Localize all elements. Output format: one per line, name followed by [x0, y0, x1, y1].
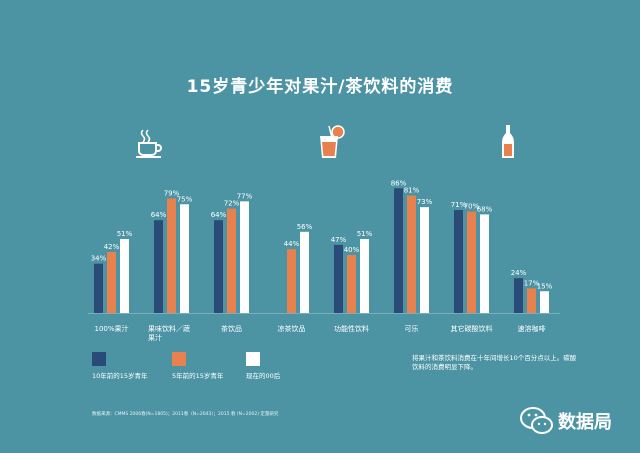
legend-swatch — [246, 352, 260, 366]
category-label: 茶饮品 — [221, 324, 242, 333]
coffee-cup-icon — [136, 129, 162, 158]
data-label: 40% — [344, 246, 360, 254]
bar — [334, 244, 343, 313]
data-label: 75% — [177, 195, 193, 203]
data-label: 56% — [297, 223, 313, 231]
bar — [480, 214, 489, 313]
bar — [300, 231, 309, 313]
data-label: 51% — [117, 230, 133, 238]
data-label: 15% — [537, 282, 553, 290]
wechat-icon — [520, 407, 553, 434]
soda-bottle-icon — [502, 125, 514, 158]
bar — [214, 220, 223, 313]
bar — [394, 188, 403, 313]
data-label: 70% — [464, 203, 480, 211]
legend-swatch — [92, 352, 106, 366]
bar — [540, 291, 549, 313]
bar — [94, 263, 103, 313]
category-label: 100%果汁 — [94, 324, 128, 333]
data-label: 81% — [404, 187, 420, 195]
bar — [240, 201, 249, 313]
juice-glass-icon — [320, 125, 345, 158]
category-label: 其它碳酸饮料 — [451, 324, 493, 333]
legend-label: 5年前的15岁青年 — [172, 372, 224, 380]
data-label: 51% — [357, 230, 373, 238]
data-label: 72% — [224, 200, 240, 208]
category-label: 功能性饮料 — [334, 324, 369, 333]
category-label: 果味饮料／蔬果汁 — [148, 324, 190, 342]
data-source: 数据来源：CMMS 2006春(N=1805)；2011春（N=2043）；20… — [92, 412, 279, 417]
bar — [120, 239, 129, 313]
data-label: 24% — [511, 269, 527, 277]
bar — [527, 288, 536, 313]
bar — [180, 204, 189, 313]
category-label: 凉茶饮品 — [278, 324, 306, 333]
bar — [167, 198, 176, 313]
bar — [154, 220, 163, 313]
data-label: 68% — [477, 205, 493, 213]
bar — [360, 239, 369, 313]
data-label: 47% — [331, 236, 347, 244]
data-label: 86% — [391, 179, 407, 187]
bar — [454, 210, 463, 313]
data-label: 34% — [91, 255, 107, 263]
data-label: 42% — [104, 243, 120, 251]
data-label: 77% — [237, 192, 253, 200]
chart-title: 15岁青少年对果汁/茶饮料的消费 — [186, 77, 454, 97]
category-label: 可乐 — [405, 324, 419, 333]
data-label: 64% — [151, 211, 167, 219]
bar — [227, 208, 236, 313]
legend-label: 现在的00后 — [246, 372, 281, 380]
bar — [107, 252, 116, 313]
category-label: 速溶咖啡 — [518, 324, 546, 333]
bar — [407, 195, 416, 313]
data-label: 64% — [211, 211, 227, 219]
legend-label: 10年前的15岁青年 — [92, 372, 148, 380]
bar — [514, 278, 523, 313]
bar — [287, 249, 296, 313]
bar — [347, 255, 356, 313]
brand-watermark: 数据局 — [520, 404, 636, 440]
bar — [420, 207, 429, 313]
data-label: 79% — [164, 189, 180, 197]
brand-name: 数据局 — [558, 412, 612, 433]
legend-swatch — [172, 352, 186, 366]
bar — [467, 211, 476, 313]
data-label: 73% — [417, 198, 433, 206]
data-label: 17% — [524, 279, 540, 287]
data-label: 71% — [451, 201, 467, 209]
annotation-note: 将果汁和茶饮料消费在十年间增长10个百分点以上。碳酸饮料的消费明显下降。 — [412, 354, 577, 371]
data-label: 44% — [284, 240, 300, 248]
